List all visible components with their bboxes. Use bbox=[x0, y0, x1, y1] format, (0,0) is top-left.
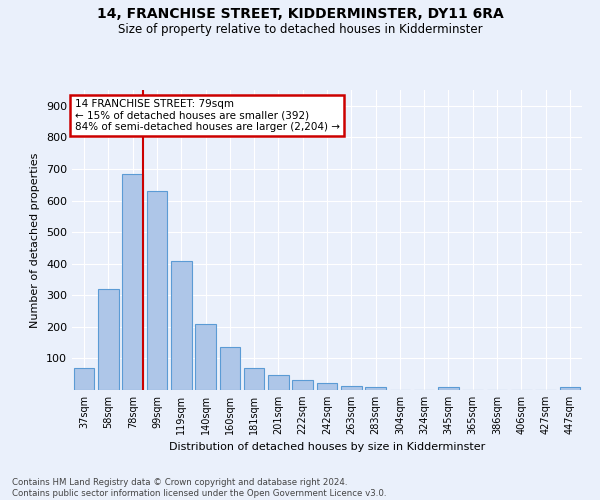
Bar bbox=[560, 388, 580, 390]
Y-axis label: Number of detached properties: Number of detached properties bbox=[31, 152, 40, 328]
Bar bbox=[171, 260, 191, 390]
Text: Size of property relative to detached houses in Kidderminster: Size of property relative to detached ho… bbox=[118, 22, 482, 36]
Bar bbox=[244, 368, 265, 390]
Bar bbox=[438, 388, 459, 390]
Text: Distribution of detached houses by size in Kidderminster: Distribution of detached houses by size … bbox=[169, 442, 485, 452]
Bar bbox=[341, 386, 362, 390]
Bar bbox=[220, 348, 240, 390]
Bar bbox=[146, 191, 167, 390]
Bar bbox=[122, 174, 143, 390]
Bar bbox=[195, 324, 216, 390]
Text: Contains HM Land Registry data © Crown copyright and database right 2024.
Contai: Contains HM Land Registry data © Crown c… bbox=[12, 478, 386, 498]
Text: 14 FRANCHISE STREET: 79sqm
← 15% of detached houses are smaller (392)
84% of sem: 14 FRANCHISE STREET: 79sqm ← 15% of deta… bbox=[74, 99, 340, 132]
Text: 14, FRANCHISE STREET, KIDDERMINSTER, DY11 6RA: 14, FRANCHISE STREET, KIDDERMINSTER, DY1… bbox=[97, 8, 503, 22]
Bar bbox=[98, 289, 119, 390]
Bar bbox=[365, 388, 386, 390]
Bar bbox=[268, 375, 289, 390]
Bar bbox=[74, 368, 94, 390]
Bar bbox=[292, 380, 313, 390]
Bar bbox=[317, 383, 337, 390]
